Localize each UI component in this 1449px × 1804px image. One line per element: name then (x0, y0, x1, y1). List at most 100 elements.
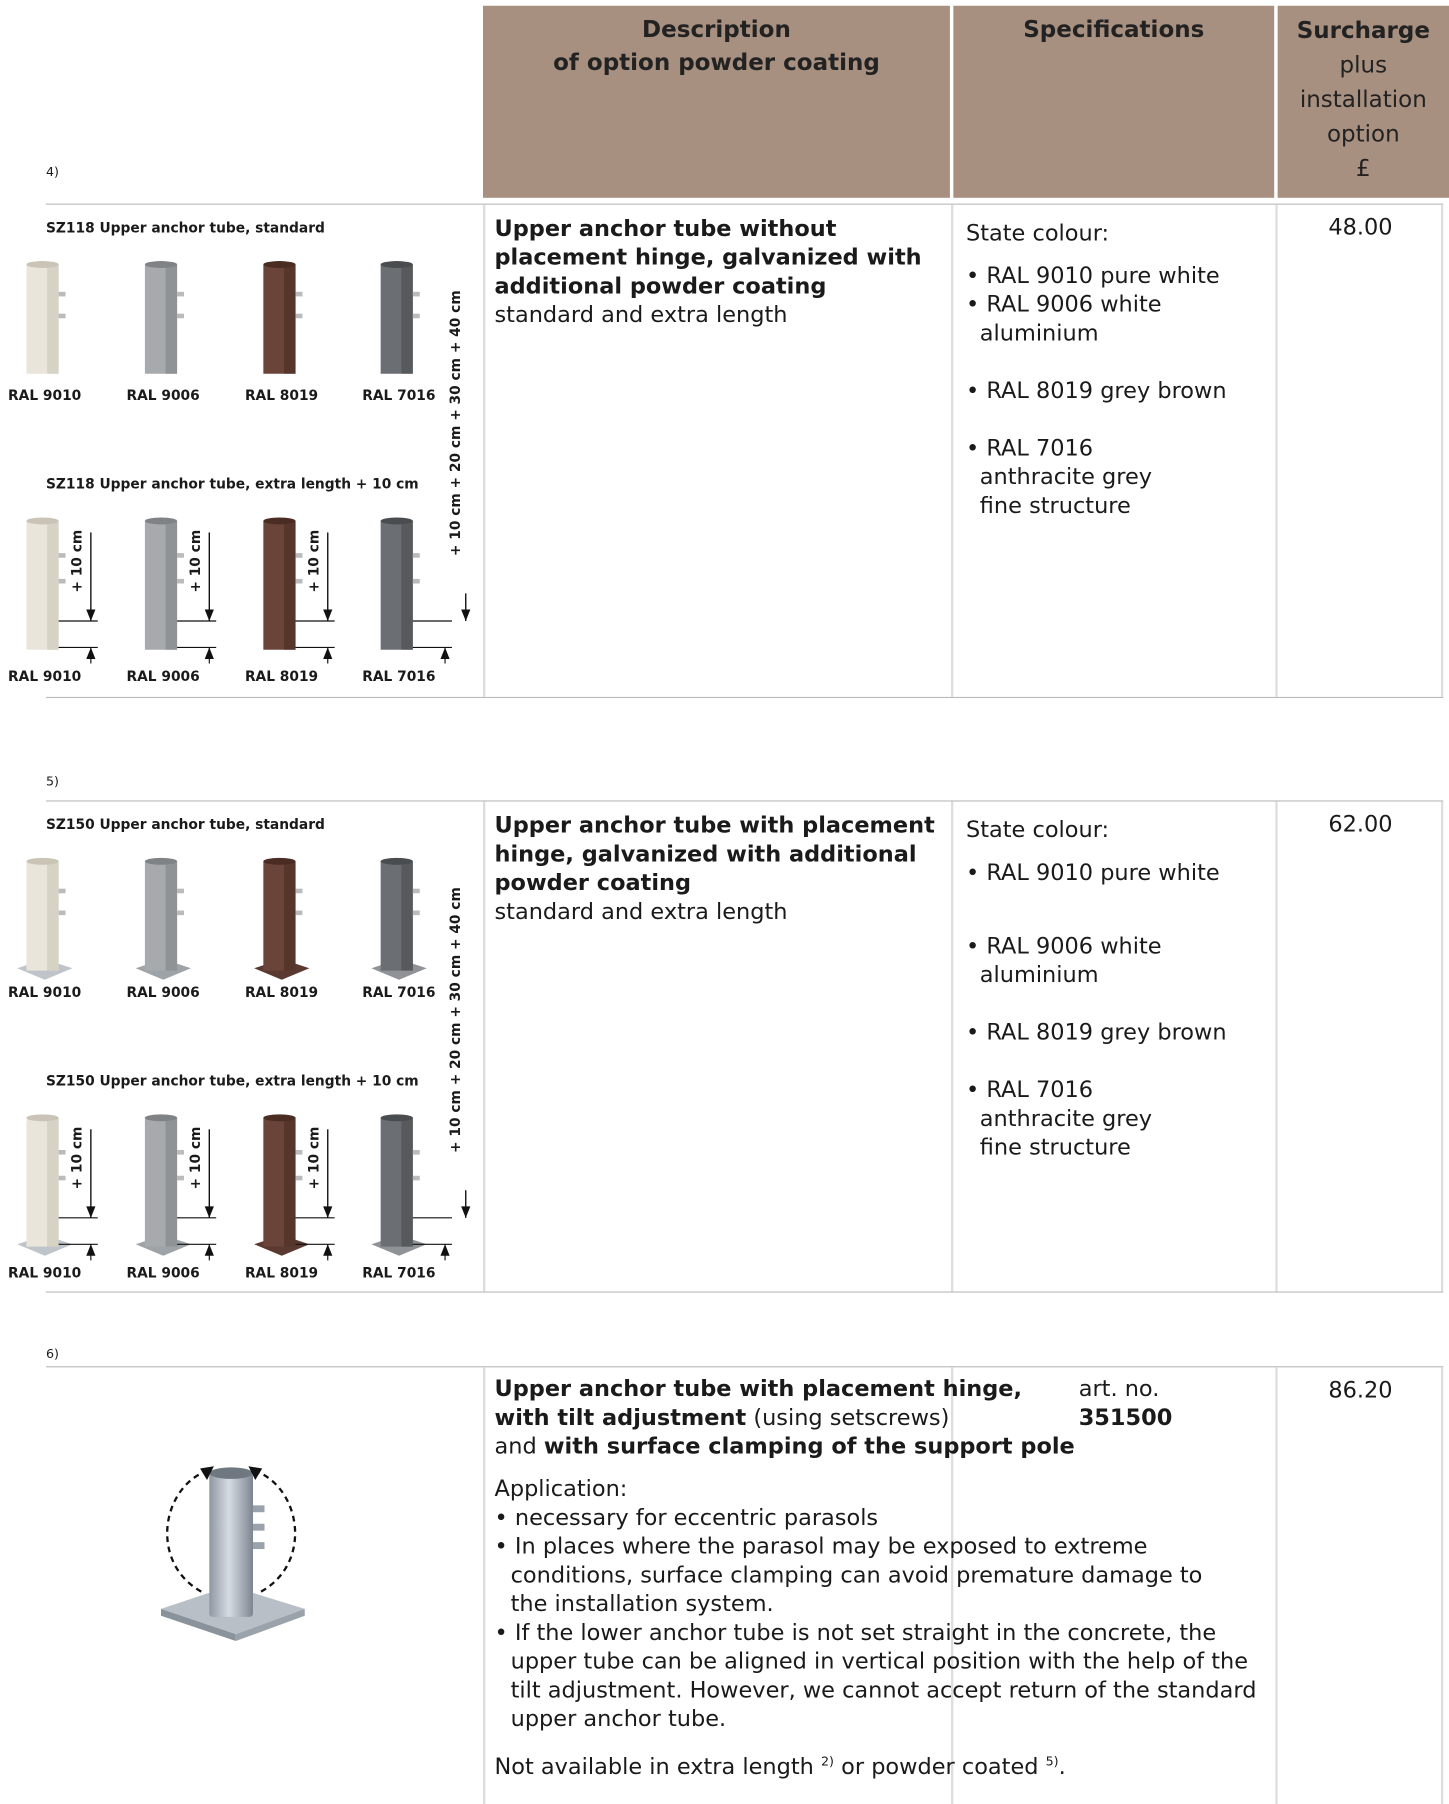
article-number: art. no. 351500 (1079, 1374, 1260, 1432)
screw (412, 553, 420, 558)
arrow-head (86, 609, 96, 621)
tube-shade (401, 264, 413, 374)
tube-top (263, 517, 296, 525)
arrow-head (461, 1206, 471, 1218)
base-plate (235, 1608, 305, 1642)
tube-top (144, 1114, 178, 1122)
tube-top (263, 261, 296, 268)
colour-label: RAL 7016 (362, 1266, 435, 1282)
screw (295, 313, 303, 319)
screw (295, 888, 303, 894)
colour-label: RAL 8019 (245, 1266, 318, 1282)
description: Upper anchor tube with placement hinge, … (495, 811, 938, 926)
colour-label: RAL 9010 (8, 388, 81, 404)
screw (177, 291, 184, 297)
dimension-label: + 10 cm (307, 530, 323, 593)
tube-shade (165, 264, 178, 374)
arrow-head (86, 647, 96, 659)
title-part: with surface clamping of the support pol… (543, 1432, 1075, 1460)
footnote-marker: 4) (46, 164, 59, 180)
spec-item: RAL 9010 pure white (966, 858, 1277, 887)
dimension-label: + 10 cm (70, 530, 86, 593)
screw (58, 1175, 66, 1181)
footnote-marker: 6) (46, 1346, 59, 1362)
screw (295, 1150, 303, 1155)
title-part: with tilt adjustment (494, 1404, 747, 1431)
footnote: Not available in extra length 2) or powd… (495, 1747, 1260, 1781)
colour-label: RAL 9006 (127, 1266, 200, 1282)
arrow-head (86, 1244, 96, 1256)
arrow-head (461, 609, 471, 621)
specifications: State colour: RAL 9010 pure white RAL 90… (966, 219, 1277, 520)
title-part: Upper anchor tube with placement hinge, (494, 1375, 1023, 1402)
specifications: State colour: RAL 9010 pure white RAL 90… (966, 815, 1277, 1161)
divider (1440, 1367, 1444, 1804)
divider (1275, 204, 1278, 697)
header-text: option (1326, 119, 1400, 148)
colour-label: RAL 7016 (362, 388, 435, 404)
header-text: Specifications (1023, 14, 1205, 43)
footnote-ref: 2) (821, 1753, 835, 1769)
tube-top (144, 857, 178, 865)
footnote-part: . (1058, 1753, 1066, 1780)
screw (253, 1542, 265, 1550)
description: Upper anchor tube with placement hinge, … (495, 1374, 1260, 1781)
price: 62.00 (1328, 810, 1393, 838)
screw (412, 313, 420, 319)
screw (177, 1175, 184, 1181)
description-title: Upper anchor tube without placement hing… (494, 215, 922, 299)
tube-top (144, 517, 178, 525)
application-item: necessary for eccentric parasols (495, 1503, 1260, 1532)
footnote-ref: 5) (1045, 1753, 1059, 1769)
tube-top (26, 517, 59, 525)
screw (412, 1175, 420, 1181)
tube-shade (284, 1117, 296, 1247)
tube-shade (165, 520, 178, 650)
product-images: SZ118 Upper anchor tube, standard SZ118 U… (8, 220, 471, 685)
tube-shade (47, 264, 59, 374)
title-part: and (494, 1432, 544, 1460)
price: 48.00 (1328, 213, 1393, 241)
tube-top (263, 1114, 296, 1122)
tube-top (26, 1114, 59, 1122)
row: SZ150 Upper anchor tube, standard SZ150 U… (8, 800, 1444, 1293)
header-text: plus (1339, 50, 1388, 79)
dimension-label: + 10 cm (188, 530, 204, 593)
tube-top (263, 857, 296, 865)
tube-top (26, 857, 59, 865)
spec-item: RAL 9006 white aluminium (966, 932, 1198, 990)
spec-item: RAL 9010 pure white (966, 261, 1277, 290)
dimension-label: + 10 cm (188, 1127, 204, 1190)
tube-shade (284, 520, 296, 650)
panel-title: SZ150 Upper anchor tube, extra length + … (46, 1074, 419, 1090)
screw (177, 553, 184, 558)
dimension-label: + 10 cm + 20 cm + 30 cm + 40 cm (448, 887, 464, 1153)
spec-item: RAL 8019 grey brown (966, 1018, 1277, 1047)
colour-label: RAL 8019 (245, 669, 318, 685)
application-heading: Application: (494, 1475, 628, 1502)
tube-shade (165, 861, 178, 971)
application-item: If the lower anchor tube is not set stra… (495, 1618, 1264, 1733)
article-label: art. no. (1078, 1375, 1160, 1402)
screw (253, 1505, 265, 1513)
colour-label: RAL 9006 (127, 388, 200, 404)
screw (295, 910, 303, 916)
arrow-head (200, 1466, 214, 1481)
arrow-head (86, 1206, 96, 1218)
screw (295, 1175, 303, 1181)
arrow-head (323, 609, 333, 621)
divider (951, 204, 954, 697)
divider (1440, 204, 1444, 697)
arrow-head (204, 647, 214, 659)
screw (58, 888, 66, 894)
spec-item: RAL 8019 grey brown (966, 376, 1277, 405)
description-title: Upper anchor tube with placement hinge, … (495, 1374, 1260, 1460)
arrow-head (323, 1244, 333, 1256)
tube-shade (47, 861, 59, 971)
screw (58, 1150, 66, 1155)
screw (177, 578, 184, 584)
arrow-head (323, 647, 333, 659)
header-text: £ (1355, 154, 1371, 182)
tube-shade (284, 264, 296, 374)
